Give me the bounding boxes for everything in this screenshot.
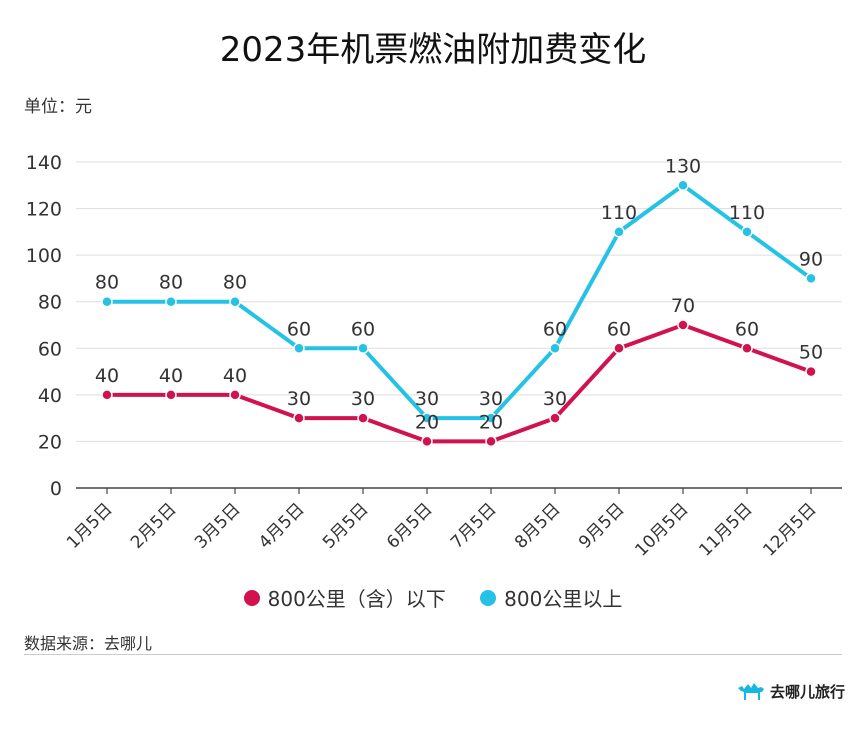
y-tick-label: 20 [38, 431, 62, 453]
data-label: 80 [159, 272, 183, 294]
data-point [421, 412, 433, 424]
x-tick-label: 4月5日 [255, 499, 308, 552]
data-label: 110 [729, 202, 765, 224]
data-label: 60 [351, 318, 375, 340]
series-line [105, 183, 813, 421]
x-tick-label: 1月5日 [63, 499, 116, 552]
data-label: 30 [543, 388, 567, 410]
x-tick-label: 9月5日 [575, 499, 628, 552]
data-label: 40 [159, 365, 183, 387]
brand-logo: 去哪儿旅行 [736, 680, 845, 702]
data-point [101, 389, 113, 401]
data-point [357, 412, 369, 424]
series-line [105, 323, 813, 444]
data-label: 60 [735, 318, 759, 340]
x-tick-label: 8月5日 [511, 499, 564, 552]
data-label: 110 [601, 202, 637, 224]
y-tick-label: 0 [50, 478, 62, 500]
legend: 800公里（含）以下 800公里以上 [0, 583, 866, 612]
data-point [805, 272, 817, 285]
line-chart: 0 20 40 60 80 100 120 140 1月5日 2月5日 3月5日 4月5日 5月5日 6月… [26, 152, 842, 561]
y-tick-label: 120 [26, 199, 62, 221]
data-point [293, 412, 305, 424]
legend-label-series1: 800公里（含）以下 [267, 587, 446, 611]
series-lines [101, 179, 817, 448]
data-label: 30 [479, 388, 503, 410]
x-tick-label: 11月5日 [695, 499, 756, 560]
data-label: 20 [415, 411, 439, 433]
y-tick-label: 40 [38, 385, 62, 407]
data-point [229, 295, 241, 308]
data-label: 60 [287, 318, 311, 340]
data-point [677, 319, 689, 331]
data-label: 80 [223, 272, 247, 294]
legend-marker-series2 [480, 589, 497, 606]
data-label: 50 [799, 342, 823, 364]
data-label: 40 [223, 365, 247, 387]
data-label: 60 [543, 318, 567, 340]
x-tick-label: 7月5日 [447, 499, 500, 552]
data-point [485, 435, 497, 448]
data-label: 40 [95, 365, 119, 387]
legend-label-series2: 800公里以上 [504, 587, 623, 611]
data-point [293, 342, 305, 355]
x-tick-label: 3月5日 [191, 499, 244, 552]
data-point [613, 226, 625, 238]
data-label: 30 [415, 388, 439, 410]
unit-label: 单位：元 [24, 97, 92, 117]
y-tick-label: 140 [26, 152, 62, 174]
data-point [677, 179, 689, 192]
data-point [805, 365, 817, 378]
data-label: 70 [671, 295, 695, 317]
data-label: 60 [607, 318, 631, 340]
data-label: 90 [799, 248, 823, 270]
data-point [741, 226, 753, 238]
x-tick-label: 10月5日 [631, 499, 692, 560]
data-point [549, 412, 561, 424]
data-point [165, 389, 177, 401]
camel-icon [738, 683, 764, 700]
data-label: 30 [287, 388, 311, 410]
data-source: 数据来源：去哪儿 [24, 634, 153, 653]
x-tick-label: 5月5日 [319, 499, 372, 552]
data-point [357, 342, 369, 355]
data-label: 130 [665, 155, 701, 177]
x-tick-label: 2月5日 [127, 499, 180, 552]
data-label: 80 [95, 272, 119, 294]
data-point [613, 342, 625, 355]
x-tick-label: 12月5日 [759, 499, 820, 560]
legend-item-series2: 800公里以上 [480, 583, 622, 612]
logo-text: 去哪儿旅行 [770, 682, 846, 701]
data-point [165, 295, 177, 308]
x-tick-label: 6月5日 [383, 499, 436, 552]
series-2 [101, 179, 817, 424]
data-point [101, 295, 113, 308]
chart-title: 2023年机票燃油附加费变化 [219, 30, 647, 70]
data-point [421, 435, 433, 448]
data-point [485, 412, 497, 424]
data-point [549, 342, 561, 355]
y-tick-label: 80 [38, 292, 62, 314]
data-label: 20 [479, 411, 503, 433]
y-tick-label: 60 [38, 338, 62, 360]
series-1 [101, 319, 817, 448]
data-point [741, 342, 753, 355]
y-tick-label: 100 [26, 245, 62, 267]
legend-marker-series1 [243, 589, 260, 606]
data-label: 30 [351, 388, 375, 410]
divider [24, 654, 842, 655]
legend-item-series1: 800公里（含）以下 [243, 583, 446, 612]
data-point [229, 389, 241, 401]
